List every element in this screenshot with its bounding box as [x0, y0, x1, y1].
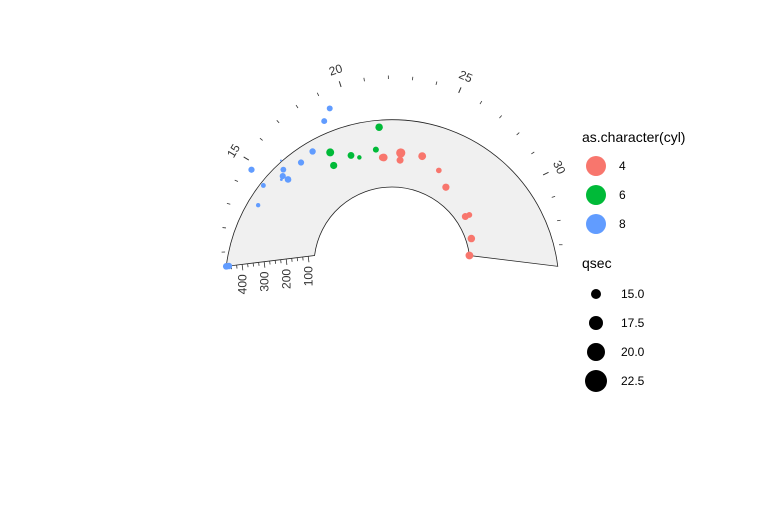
legend-key-6 [586, 185, 606, 205]
data-point [326, 105, 333, 112]
theta-minor-tick [295, 104, 299, 109]
data-point [279, 178, 283, 181]
theta-tick-label: 25 [457, 67, 475, 85]
data-point [330, 161, 338, 170]
plot-panel [225, 119, 559, 267]
theta-minor-tick [479, 100, 483, 105]
size-legend-title: qsec [582, 255, 612, 271]
theta-minor-tick [557, 219, 561, 222]
theta-major-tick [243, 156, 250, 161]
panel-background [225, 119, 559, 267]
theta-major-tick [542, 171, 549, 176]
theta-minor-tick [531, 151, 535, 155]
radius-tick-label: 100 [302, 266, 316, 286]
data-point [225, 262, 233, 270]
radius-axis: 100 200 300 400 [230, 256, 316, 294]
data-point [372, 146, 379, 153]
size-legend-label: 20.0 [621, 345, 645, 359]
data-point [248, 166, 255, 173]
data-point [418, 152, 427, 161]
theta-tick-label: 20 [327, 61, 344, 79]
data-point [255, 203, 261, 208]
data-point [442, 183, 450, 191]
data-point [326, 148, 335, 157]
data-point [321, 118, 328, 125]
data-point [347, 152, 355, 159]
theta-minor-tick [226, 203, 231, 205]
theta-minor-tick [363, 77, 365, 82]
data-point [375, 123, 383, 131]
data-point [465, 251, 474, 260]
data-points [222, 105, 476, 270]
theta-minor-tick [551, 195, 556, 198]
size-legend-key [591, 289, 601, 299]
size-legend: qsec 15.0 17.5 20.0 22.5 [582, 255, 645, 392]
size-legend-label: 22.5 [621, 374, 645, 388]
size-legend-label: 17.5 [621, 316, 645, 330]
data-point [297, 159, 305, 166]
radius-major-tick [285, 258, 288, 265]
theta-minor-tick [234, 179, 239, 182]
color-legend-title: as.character(cyl) [582, 129, 685, 145]
data-point [260, 183, 266, 188]
theta-axis: 15 20 25 30 [221, 61, 569, 253]
legend-label-4: 4 [619, 159, 626, 173]
data-point [357, 155, 362, 160]
theta-minor-tick [316, 92, 320, 97]
theta-tick-label: 30 [550, 158, 568, 176]
color-legend: as.character(cyl) 4 6 8 [582, 129, 685, 234]
theta-minor-tick [259, 137, 263, 141]
data-point [280, 166, 287, 173]
radius-major-tick [263, 261, 266, 268]
size-legend-key [589, 316, 603, 330]
theta-major-tick [338, 81, 342, 88]
data-point [279, 159, 282, 162]
radius-tick-label: 300 [258, 271, 272, 291]
data-point [435, 167, 442, 174]
size-legend-label: 15.0 [621, 287, 645, 301]
theta-minor-tick [435, 81, 438, 86]
theta-major-tick [458, 87, 462, 94]
radius-major-tick [241, 264, 244, 271]
legend-label-6: 6 [619, 188, 626, 202]
theta-minor-tick [499, 115, 502, 119]
size-legend-key [585, 370, 607, 392]
legend-key-4 [586, 156, 606, 176]
legend-key-8 [586, 214, 606, 234]
radius-tick-label: 200 [280, 269, 294, 289]
data-point [466, 212, 473, 218]
data-point [279, 172, 286, 180]
radius-tick-label: 400 [236, 274, 250, 294]
radius-major-tick [307, 256, 310, 263]
data-point [396, 148, 406, 158]
size-legend-key [587, 343, 605, 361]
data-point [284, 176, 292, 183]
theta-minor-tick [516, 132, 520, 136]
data-point [396, 156, 404, 164]
theta-tick-label: 15 [224, 141, 243, 160]
data-point [378, 153, 386, 161]
legend-label-8: 8 [619, 217, 626, 231]
theta-minor-tick [276, 120, 280, 124]
data-point [467, 234, 476, 243]
data-point [309, 148, 316, 155]
